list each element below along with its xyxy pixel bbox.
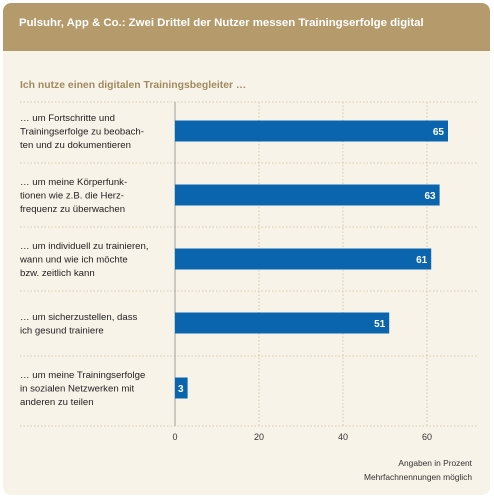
category-label: … um meine Körperfunk-tionen wie z.B. di… [20,177,127,215]
category-label-line: ich gesund trainiere [20,325,104,336]
bar-value-label: 63 [424,191,436,202]
x-tick-label: 20 [254,432,264,442]
category-label: … um sicherzustellen, dass ich gesund tra… [20,312,138,337]
category-label: … um meine Trainingserfolge in sozialen N… [20,370,145,408]
bar [175,248,432,270]
category-label-line: frequenz zu überwachen [20,204,125,215]
category-label-line: … um meine Trainingserfolge [20,370,145,381]
category-label-line: in sozialen Netzwerken mit [20,384,134,395]
chart-header: Pulsuhr, App & Co.: Zwei Drittel der Nut… [3,3,490,51]
category-label-line: Trainingserfolge zu beobach- [20,127,144,138]
bar-value-label: 3 [178,384,184,395]
footnote-multiple-answers: Mehrfachnennungen möglich [363,472,472,482]
category-label-line: … um sicherzustellen, dass [20,312,138,323]
category-label-line: … um individuell zu trainieren, [20,241,149,252]
bar-value-label: 65 [433,127,445,138]
category-label-line: wann und wie ich möchte [19,255,128,266]
category-label-line: bzw. zeitlich kann [20,268,95,279]
bar-value-label: 51 [374,319,386,330]
category-label-line: tionen wie z.B. die Herz- [20,191,124,202]
category-label-line: … um meine Körperfunk- [20,177,127,188]
category-label-line: ten und zu dokumentieren [20,140,131,151]
chart-subtitle: Ich nutze einen digitalen Trainingsbegle… [20,80,247,91]
x-tick-label: 60 [422,432,432,442]
x-axis: 0 20 40 60 [172,432,432,442]
category-label: … um Fortschritte und Trainingserfolge zu… [20,113,144,151]
bar-value-label: 61 [416,255,428,266]
category-label-line: … um Fortschritte und [20,113,115,124]
footnote-unit: Angaben in Prozent [398,458,472,468]
category-labels: … um Fortschritte und Trainingserfolge zu… [19,113,149,408]
bar [175,312,390,334]
x-tick-label: 0 [172,432,177,442]
chart-title: Pulsuhr, App & Co.: Zwei Drittel der Nut… [19,17,424,29]
bar [175,184,440,206]
x-tick-label: 40 [338,432,348,442]
category-label: … um individuell zu trainieren, wann und … [19,241,149,279]
category-label-line: anderen zu teilen [20,397,94,408]
bar [175,377,188,399]
bars: 65 63 61 51 3 [175,120,448,399]
bar [175,120,448,142]
